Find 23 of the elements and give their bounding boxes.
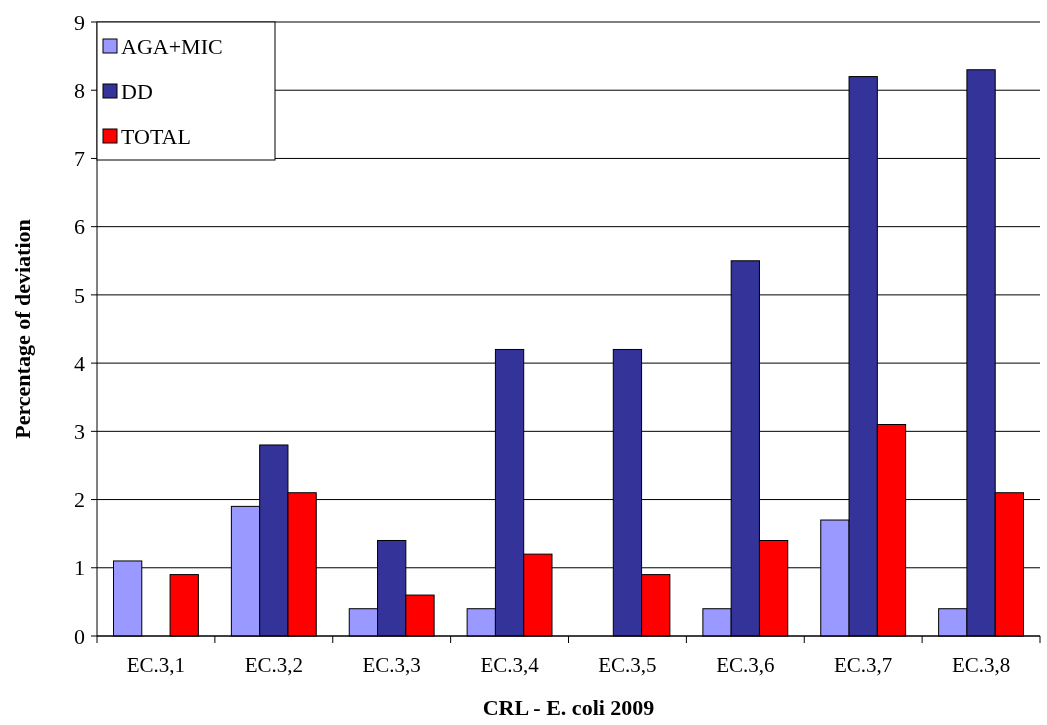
x-tick-label: EC.3,3 bbox=[362, 653, 421, 677]
y-tick-label: 0 bbox=[74, 623, 85, 649]
x-tick-label: EC.3,8 bbox=[951, 653, 1011, 677]
legend-label: DD bbox=[121, 78, 153, 104]
x-tick-label: EC.3,2 bbox=[244, 653, 303, 677]
x-axis-title: CRL - E. coli 2009 bbox=[482, 695, 655, 720]
x-tick-label: EC.3,7 bbox=[834, 653, 893, 677]
y-axis-title: Percentage of deviation bbox=[10, 219, 35, 439]
y-tick-label: 5 bbox=[74, 282, 85, 308]
y-tick-label: 3 bbox=[74, 419, 85, 445]
x-tick-label: EC.3,4 bbox=[480, 653, 540, 677]
y-tick-label: 2 bbox=[74, 487, 85, 513]
legend-label: AGA+MIC bbox=[121, 33, 223, 59]
x-tick-label: EC.3,5 bbox=[598, 653, 657, 677]
x-tick-label: EC.3,6 bbox=[716, 653, 775, 677]
legend-label: TOTAL bbox=[121, 123, 191, 149]
y-tick-label: 4 bbox=[74, 350, 85, 376]
y-tick-label: 1 bbox=[74, 555, 85, 581]
y-tick-label: 8 bbox=[74, 77, 85, 103]
x-tick-label: EC.3,1 bbox=[126, 653, 186, 677]
y-tick-label: 9 bbox=[74, 9, 85, 35]
y-tick-label: 7 bbox=[74, 146, 85, 172]
y-tick-label: 6 bbox=[74, 214, 85, 240]
